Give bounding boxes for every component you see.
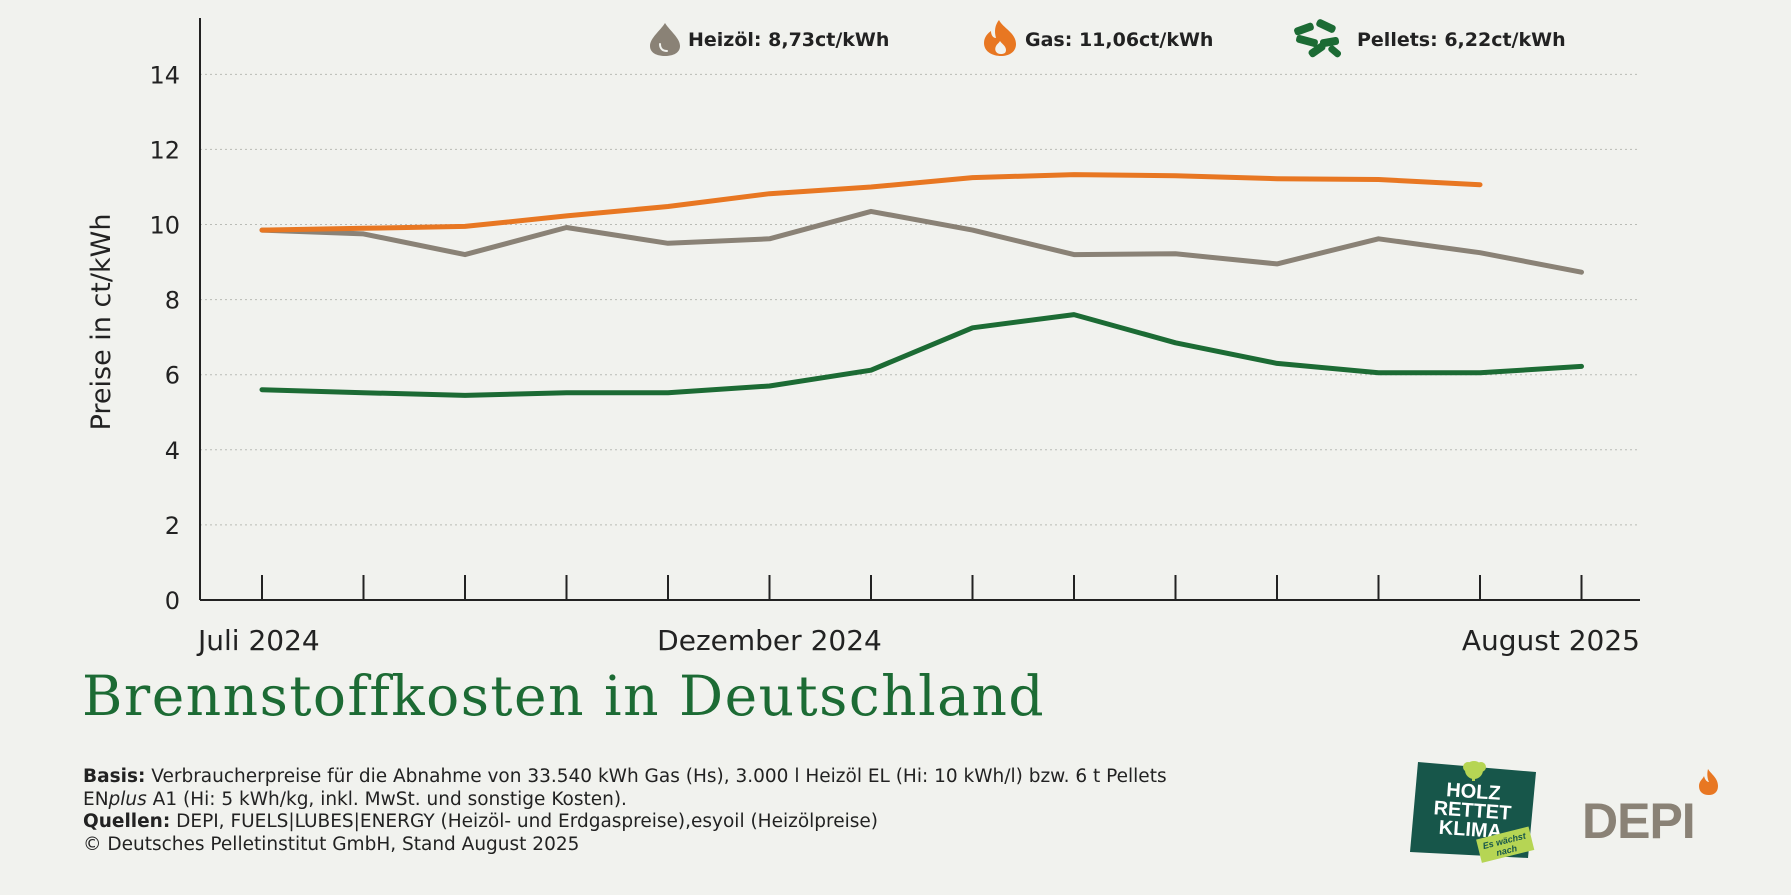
y-tick-label: 2	[165, 512, 180, 540]
depi-flame-icon	[1699, 769, 1718, 795]
basis-text-1: Verbraucherpreise für die Abnahme von 33…	[151, 766, 1167, 787]
oil-drop-icon	[650, 23, 680, 56]
x-tick-label: Dezember 2024	[657, 624, 882, 657]
y-tick-label: 0	[165, 587, 180, 615]
legend-label-pellets: Pellets: 6,22ct/kWh	[1357, 29, 1566, 51]
depi-logo: DEPI	[1582, 769, 1718, 846]
x-tick-labels: Juli 2024 Dezember 2024 August 2025	[196, 624, 1640, 657]
y-tick-label: 14	[149, 61, 180, 89]
legend-item-pellets: Pellets: 6,22ct/kWh	[1294, 19, 1566, 58]
legend-item-heizoel: Heizöl: 8,73ct/kWh	[650, 23, 889, 56]
enplus-prefix: EN	[83, 788, 109, 810]
depi-wordmark: DEPI	[1582, 793, 1695, 846]
x-tick-label: Juli 2024	[196, 624, 320, 657]
sources-label: Quellen:	[83, 811, 171, 832]
y-axis-title: Preise in ct/kWh	[86, 214, 117, 431]
series-lines	[259, 172, 1584, 398]
enplus-italic: plus	[108, 788, 147, 810]
y-tick-label: 10	[149, 212, 180, 240]
logo-holz: HOLZ	[1445, 779, 1501, 805]
legend-label-gas: Gas: 11,06ct/kWh	[1025, 29, 1213, 51]
basis-label: Basis:	[83, 766, 146, 787]
flame-icon	[984, 20, 1016, 56]
line-chart: 0 2 4 6 8 10 12 14 Juli 2024 Dezember 2024 August…	[86, 18, 1640, 657]
copyright-line: © Deutsches Pelletinstitut GmbH, Stand A…	[83, 833, 580, 855]
basis-text-2: A1 (Hi: 5 kWh/kg, inkl. MwSt. und sonsti…	[152, 788, 627, 810]
y-tick-label: 8	[165, 287, 180, 315]
legend-label-heizoel: Heizöl: 8,73ct/kWh	[688, 29, 889, 51]
sources-text: DEPI, FUELS|LUBES|ENERGY (Heizöl- und Er…	[176, 811, 878, 832]
axes	[199, 18, 1640, 601]
legend-item-gas: Gas: 11,06ct/kWh	[984, 20, 1213, 56]
basis-line-1: Basis: Verbraucherpreise für die Abnahme…	[83, 766, 1363, 789]
logo-rettet: RETTET	[1433, 797, 1512, 824]
holz-rettet-klima-logo: HOLZ RETTET KLIMA Es wächst nach	[1410, 761, 1536, 863]
basis-line-2: ENplus A1 (Hi: 5 kWh/kg, inkl. MwSt. und…	[83, 789, 1363, 812]
footnotes: Basis: Verbraucherpreise für die Abnahme…	[83, 766, 1363, 856]
x-ticks	[261, 575, 1583, 600]
y-tick-label: 12	[149, 136, 180, 164]
y-tick-label: 6	[165, 362, 180, 390]
y-tick-label: 4	[165, 437, 180, 465]
y-tick-labels: 0 2 4 6 8 10 12 14	[149, 61, 180, 615]
pellets-icon	[1294, 19, 1342, 58]
grid-lines	[200, 73, 1640, 526]
x-tick-label: August 2025	[1462, 624, 1640, 657]
series-line-pellets	[259, 312, 1584, 398]
sources-line: Quellen: DEPI, FUELS|LUBES|ENERGY (Heizö…	[83, 811, 1363, 834]
chart-title: Brennstoffkosten in Deutschland	[82, 664, 1046, 728]
series-line-gas	[259, 172, 1483, 233]
legend: Heizöl: 8,73ct/kWh Gas: 11,06ct/kWh Pell…	[650, 19, 1566, 58]
series-line-heizoel	[259, 208, 1584, 275]
